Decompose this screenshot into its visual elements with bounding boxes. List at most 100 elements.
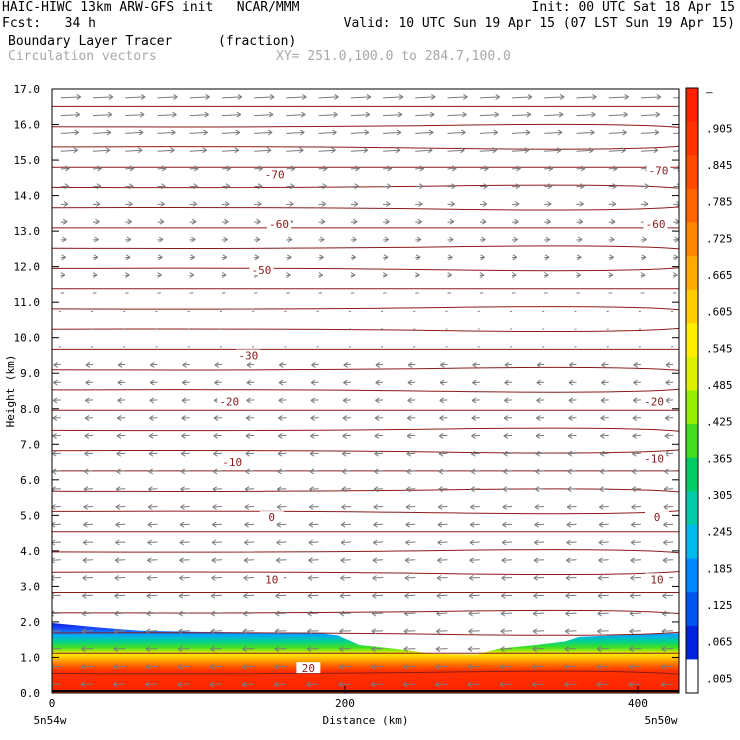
vector-arrow — [155, 328, 158, 330]
vector-arrow — [310, 452, 319, 455]
vector-arrow-head — [148, 432, 154, 439]
contour-label: -70 — [265, 168, 285, 181]
y-tick-label: 0.0 — [20, 687, 40, 700]
vector-arrow-head — [404, 575, 410, 581]
vector-arrow-head — [676, 201, 679, 207]
vector-arrow — [182, 363, 190, 366]
vector-arrow-head — [363, 147, 369, 154]
vector-arrow — [125, 292, 129, 294]
vector-arrow — [242, 648, 255, 650]
vector-arrow-head — [320, 218, 326, 225]
vector-arrow-head — [127, 218, 132, 225]
vector-arrow — [189, 167, 199, 170]
vector-arrow-head — [382, 272, 388, 278]
vector-arrow — [210, 612, 222, 615]
colorbar-label: .185 — [706, 562, 733, 575]
vector-arrow — [380, 310, 384, 313]
vector-arrow — [340, 594, 351, 597]
vector-arrow — [564, 665, 577, 668]
vector-arrow-head — [129, 165, 135, 172]
vector-arrow — [81, 665, 94, 668]
vector-arrow-head — [307, 575, 313, 581]
vector-arrow-head — [242, 646, 247, 653]
vector-arrow — [576, 167, 586, 170]
vector-arrow-head — [499, 663, 505, 670]
vector-arrow-head — [52, 415, 58, 422]
vector-arrow-head — [545, 236, 551, 243]
vector-arrow-head — [579, 201, 584, 207]
vector-arrow — [372, 594, 384, 597]
vector-arrow-head — [213, 432, 218, 439]
vector-arrow-head — [612, 183, 617, 190]
vector-arrow-head — [664, 432, 670, 439]
vector-arrow — [665, 417, 674, 419]
vector-arrow — [662, 594, 674, 597]
vector-arrow-head — [439, 379, 445, 386]
vector-arrow-head — [322, 183, 327, 190]
vector-arrow — [438, 452, 448, 455]
vector-arrow — [403, 648, 416, 650]
vector-arrow-head — [117, 397, 122, 404]
vector-arrow-head — [677, 165, 679, 172]
vector-arrow — [187, 328, 190, 330]
vector-arrow-head — [182, 379, 187, 386]
vector-arrow-head — [318, 272, 323, 278]
vector-arrow — [242, 630, 255, 632]
vector-arrow-head — [533, 557, 539, 564]
vector-arrow-head — [81, 646, 86, 653]
vector-arrow-head — [514, 218, 519, 225]
vector-arrow-head — [108, 93, 114, 100]
temperature-contour — [52, 427, 679, 432]
vector-arrow-head — [52, 628, 54, 635]
vector-arrow — [532, 648, 545, 650]
contour-label-bg — [220, 456, 245, 468]
vector-arrow — [84, 434, 94, 437]
vector-arrow-head — [277, 468, 282, 475]
vector-arrow-head — [449, 218, 455, 225]
vector-arrow-head — [405, 521, 410, 528]
vector-arrow — [629, 648, 641, 650]
temperature-contour — [52, 510, 679, 515]
vector-arrow-head — [85, 397, 90, 404]
vector-arrow — [574, 328, 577, 330]
vector-arrow — [576, 292, 580, 294]
vector-arrow-head — [597, 628, 602, 635]
vector-arrow — [477, 346, 480, 348]
vector-arrow-head — [622, 129, 627, 136]
vector-arrow — [565, 612, 577, 615]
colorbar-swatch — [686, 524, 698, 559]
vector-arrow-head — [564, 681, 569, 688]
vector-arrow-head — [257, 201, 262, 207]
vector-arrow — [125, 203, 133, 205]
contour-label: -60 — [646, 218, 666, 231]
vector-arrow-head — [180, 504, 185, 510]
vector-arrow — [436, 612, 448, 615]
vector-arrow-head — [342, 397, 348, 404]
vector-arrow-head — [266, 147, 272, 154]
vector-arrow — [532, 630, 545, 632]
vector-arrow-head — [404, 610, 409, 617]
vector-arrow — [544, 292, 548, 294]
vector-arrow — [435, 683, 448, 686]
vector-arrow — [211, 541, 222, 543]
colorbar-label: .065 — [706, 636, 733, 649]
vector-arrow-head — [469, 557, 474, 564]
vector-arrow — [243, 612, 255, 615]
vector-arrow — [150, 363, 158, 366]
vector-arrow-head — [428, 129, 434, 136]
vector-arrow-head — [117, 361, 123, 368]
vector-arrow-head — [577, 254, 582, 261]
vector-arrow-head — [631, 521, 636, 528]
vector-arrow — [511, 149, 529, 152]
vector-arrow — [209, 683, 222, 686]
vector-arrow — [246, 363, 255, 366]
vector-arrow — [307, 630, 319, 632]
vector-arrow-head — [371, 646, 376, 653]
vector-arrow-head — [350, 272, 356, 278]
vector-arrow-head — [113, 628, 119, 635]
vector-arrow-head — [93, 254, 99, 261]
vector-arrow-head — [203, 129, 208, 136]
vector-arrow — [471, 452, 480, 455]
vector-arrow-head — [307, 628, 312, 635]
vector-arrow — [286, 149, 304, 152]
